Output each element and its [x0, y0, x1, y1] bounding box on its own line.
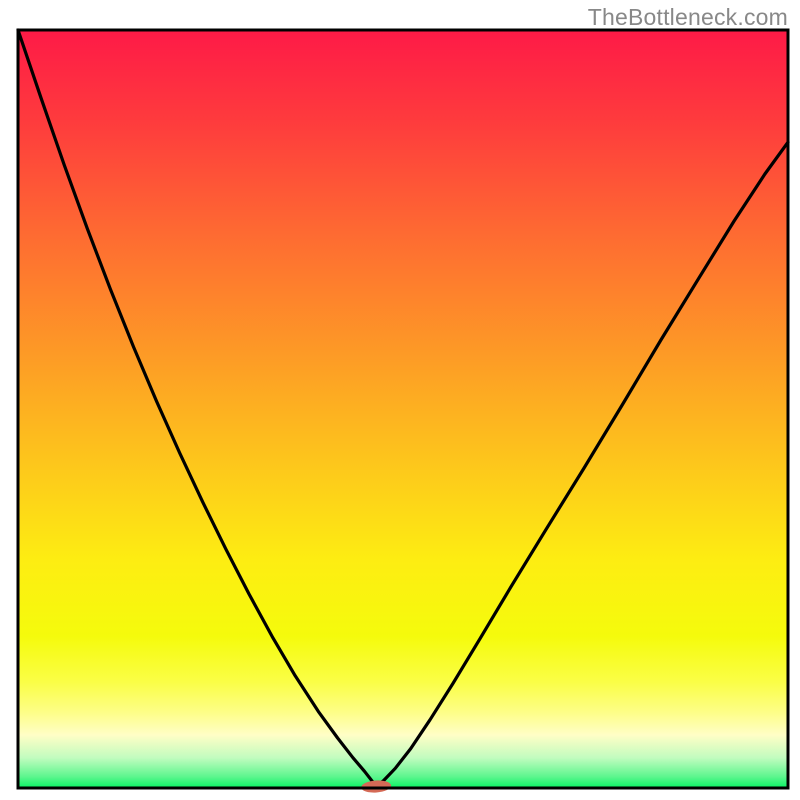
chart-container: TheBottleneck.com — [0, 0, 800, 800]
bottleneck-curve-chart — [0, 0, 800, 800]
plot-background — [18, 30, 788, 788]
